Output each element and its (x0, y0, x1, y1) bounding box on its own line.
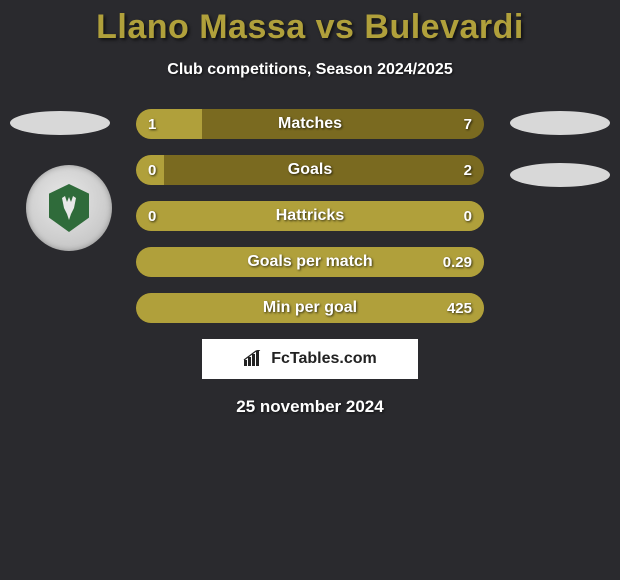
team-left-badge (26, 165, 112, 251)
bar-goals-per-match: Goals per match 0.29 (136, 247, 484, 277)
bar-right-value: 0 (464, 201, 472, 231)
bar-min-per-goal: Min per goal 425 (136, 293, 484, 323)
bar-fill (136, 293, 484, 323)
source-logo: FcTables.com (202, 339, 418, 379)
bar-right-value: 2 (464, 155, 472, 185)
wolf-icon (59, 194, 79, 222)
bar-left-value: 1 (148, 109, 156, 139)
page-title: Llano Massa vs Bulevardi (0, 8, 620, 47)
bar-fill (136, 109, 202, 139)
subtitle: Club competitions, Season 2024/2025 (0, 61, 620, 79)
bar-matches: 1 Matches 7 (136, 109, 484, 139)
shield-icon (49, 184, 89, 232)
bar-label: Goals (136, 155, 484, 185)
infographic-container: Llano Massa vs Bulevardi Club competitio… (0, 0, 620, 417)
date-label: 25 november 2024 (0, 397, 620, 417)
bar-right-value: 425 (447, 293, 472, 323)
source-logo-text: FcTables.com (271, 350, 377, 368)
bar-left-value: 0 (148, 201, 156, 231)
bar-goals: 0 Goals 2 (136, 155, 484, 185)
bar-right-value: 0.29 (443, 247, 472, 277)
chart-area: 1 Matches 7 0 Goals 2 0 Hattricks 0 Goal… (0, 109, 620, 323)
team-left-placeholder (10, 111, 110, 135)
team-right-placeholder-2 (510, 163, 610, 187)
bar-hattricks: 0 Hattricks 0 (136, 201, 484, 231)
bar-left-value: 0 (148, 155, 156, 185)
comparison-bars: 1 Matches 7 0 Goals 2 0 Hattricks 0 Goal… (136, 109, 484, 323)
bar-fill (136, 247, 484, 277)
bar-right-value: 7 (464, 109, 472, 139)
team-right-placeholder (510, 111, 610, 135)
bar-fill (136, 201, 484, 231)
bars-icon (243, 350, 265, 368)
